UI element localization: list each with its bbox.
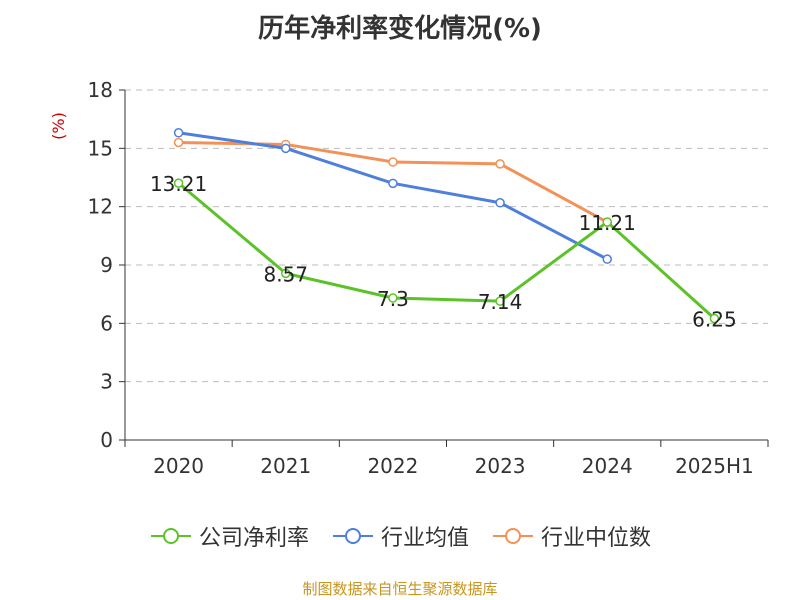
x-tick-label: 2023 <box>475 454 526 478</box>
data-point <box>495 296 505 306</box>
data-label: 6.25 <box>692 307 737 331</box>
legend-label: 公司净利率 <box>198 526 309 551</box>
x-tick-label: 2022 <box>367 454 418 478</box>
legend-item[interactable]: 行业中位数 <box>491 520 651 552</box>
x-tick-label: 2020 <box>153 454 204 478</box>
data-label: 7.3 <box>377 287 409 311</box>
legend-item[interactable]: 公司净利率 <box>149 520 309 552</box>
data-labels: 13.21 8.57 7.3 7.14 11.21 6.25 <box>150 172 737 331</box>
legend-label: 行业均值 <box>380 526 469 551</box>
y-tick-label: 0 <box>100 428 113 452</box>
y-tick-label: 9 <box>100 253 113 277</box>
y-axis-label: (%) <box>49 112 68 140</box>
data-point <box>281 143 291 154</box>
y-tick-label: 15 <box>88 136 113 160</box>
series-line <box>178 131 608 261</box>
data-label: 8.57 <box>263 262 308 286</box>
data-point <box>709 313 720 324</box>
legend-marker <box>332 528 373 544</box>
data-point <box>495 198 505 208</box>
data-point <box>388 157 398 167</box>
data-point <box>388 178 398 189</box>
data-point <box>173 128 184 138</box>
series-layer <box>173 128 720 324</box>
legend-marker <box>493 528 533 544</box>
data-point <box>388 293 398 303</box>
series-line <box>177 181 716 320</box>
grid-lines <box>125 89 768 383</box>
chart-title: 历年净利率变化情况(%) <box>258 14 542 44</box>
x-tick-label: 2021 <box>260 454 311 478</box>
legend-marker <box>150 528 191 544</box>
source-note: 制图数据来自恒生聚源数据库 <box>302 580 498 598</box>
legend-item[interactable]: 行业均值 <box>331 520 469 552</box>
data-label: 7.14 <box>478 290 523 314</box>
x-tick-label: 2025H1 <box>675 454 754 478</box>
data-point <box>602 254 612 264</box>
axes: 0 3 6 9 12 15 18 2020 2021 2022 2023 2024 2025H1 <box>88 78 769 478</box>
y-tick-label: 3 <box>100 370 113 394</box>
x-tick-label: 2024 <box>582 454 633 478</box>
data-point <box>495 159 505 169</box>
data-label: 13.21 <box>150 172 207 196</box>
data-label: 11.21 <box>579 211 636 235</box>
data-point <box>173 178 184 188</box>
y-tick-label: 6 <box>100 311 113 335</box>
y-tick-label: 18 <box>88 78 113 102</box>
data-point <box>281 268 291 279</box>
data-point <box>173 137 184 148</box>
legend-label: 行业中位数 <box>541 526 652 551</box>
legend: 公司净利率 行业均值 行业中位数 <box>0 520 800 552</box>
y-tick-label: 12 <box>88 195 113 219</box>
data-point <box>602 217 612 227</box>
